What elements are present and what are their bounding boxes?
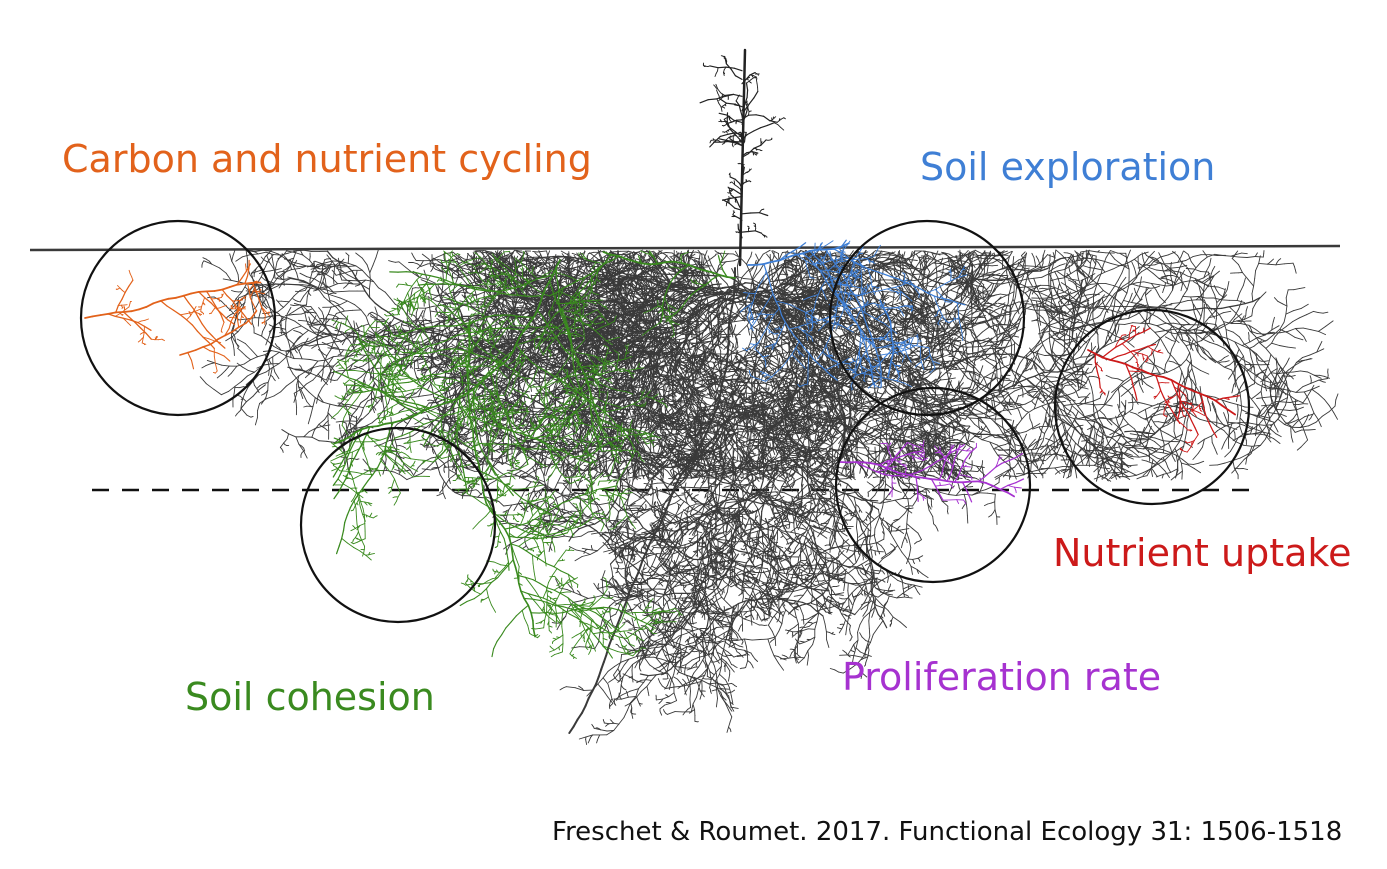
uptake-roots — [1087, 324, 1241, 453]
cohesion-roots — [330, 250, 736, 659]
uptake-magnifier-circle — [1053, 308, 1251, 506]
soil-surface-line — [29, 244, 1341, 252]
proliferation-magnifier-circle — [834, 386, 1032, 584]
citation-text: Freschet & Roumet. 2017. Functional Ecol… — [552, 817, 1342, 847]
carbon-cycling-label: Carbon and nutrient cycling — [62, 137, 592, 181]
plant-shoot — [699, 48, 786, 267]
exploration-roots — [739, 239, 968, 391]
exploration-magnifier-circle — [828, 219, 1026, 417]
carbon-magnifier-circle — [79, 219, 277, 417]
root-system — [199, 249, 1339, 745]
soil-exploration-label: Soil exploration — [920, 145, 1215, 189]
proliferation-rate-label: Proliferation rate — [842, 655, 1161, 699]
nutrient-uptake-label: Nutrient uptake — [1053, 531, 1351, 575]
carbon-roots — [84, 259, 271, 374]
soil-cohesion-label: Soil cohesion — [185, 675, 435, 719]
cohesion-magnifier-circle — [299, 426, 497, 624]
proliferation-roots — [839, 440, 1025, 505]
